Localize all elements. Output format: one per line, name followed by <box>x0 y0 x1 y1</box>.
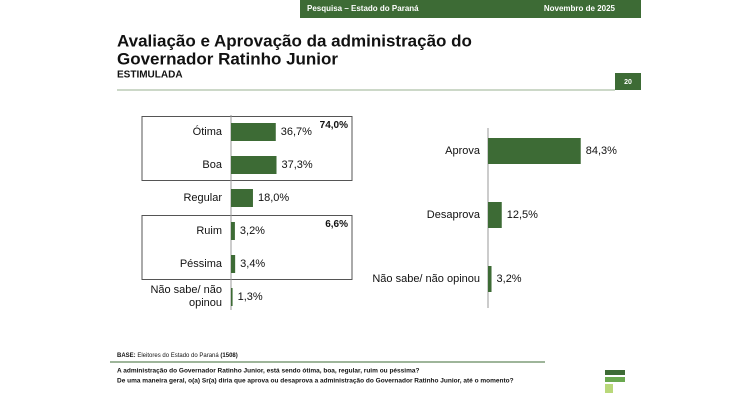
base-label: BASE: <box>117 353 136 359</box>
category-label: Regular <box>183 191 222 204</box>
value-label: 12,5% <box>507 209 538 221</box>
bar <box>231 222 235 240</box>
base-count: (1508) <box>220 353 237 359</box>
category-label-box: Desaprova <box>426 208 480 221</box>
value-label: 3,2% <box>240 225 265 237</box>
category-label-box: Boa <box>202 158 222 171</box>
base-text: Eleitores do Estado do Paraná <box>137 353 219 359</box>
subtitle: ESTIMULADA <box>117 70 183 81</box>
value-label: 36,7% <box>281 126 312 138</box>
category-label-box: Péssima <box>179 257 222 270</box>
value-label: 3,2% <box>497 273 522 285</box>
group-box <box>141 215 353 280</box>
category-label: Não sabe/ não opinou <box>150 284 222 309</box>
page-number-box <box>615 73 641 90</box>
category-label: Ótima <box>192 125 222 138</box>
value-label: 84,3% <box>586 145 617 157</box>
title-line: Governador Ratinho Junior <box>117 49 338 68</box>
group-box <box>141 116 353 181</box>
category-label: Não sabe/ não opinou <box>372 272 480 285</box>
category-label-box: Ótima <box>192 125 222 138</box>
category-label-box: Aprova <box>445 144 480 157</box>
category-label: Boa <box>202 158 222 171</box>
bar <box>488 138 581 164</box>
category-label: Desaprova <box>426 208 480 221</box>
title-line: Avaliação e Aprovação da administração d… <box>117 31 472 50</box>
value-label: 1,3% <box>238 291 263 303</box>
bar <box>231 156 277 174</box>
category-label: Péssima <box>179 257 222 270</box>
base: BASE: Eleitores do Estado do Paraná (150… <box>117 353 238 359</box>
value-label: 3,4% <box>240 258 265 270</box>
question: De uma maneira geral, o(a) Sr(a) diria q… <box>117 378 514 385</box>
bar <box>231 288 233 306</box>
logo <box>605 370 625 393</box>
category-label-box: Ruim <box>196 224 222 237</box>
page-number: 20 <box>624 79 632 86</box>
category-label-box: Não sabe/ não opinou <box>150 284 222 309</box>
category-label: Aprova <box>445 144 480 157</box>
bar <box>231 255 236 273</box>
bar <box>488 266 492 292</box>
header-left: Pesquisa – Estado do Paraná <box>307 4 419 13</box>
header-right: Novembro de 2025 <box>544 4 616 13</box>
header-bar <box>300 0 641 18</box>
category-label-box: Regular <box>183 191 222 204</box>
category-label-box: Não sabe/ não opinou <box>372 272 480 285</box>
value-label: 18,0% <box>258 192 289 204</box>
group-total: 74,0% <box>320 120 348 131</box>
value-label: 37,3% <box>282 159 313 171</box>
category-label: Ruim <box>196 224 222 237</box>
group-total: 6,6% <box>325 219 348 230</box>
bar <box>488 202 502 228</box>
question: A administração do Governador Ratinho Ju… <box>117 368 419 375</box>
bar <box>231 189 253 207</box>
bar <box>231 123 276 141</box>
